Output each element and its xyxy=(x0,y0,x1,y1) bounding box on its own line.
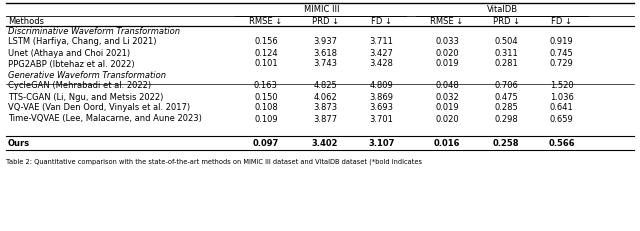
Text: RMSE ↓: RMSE ↓ xyxy=(431,16,463,25)
Text: 3.701: 3.701 xyxy=(369,115,394,124)
Text: 4.062: 4.062 xyxy=(313,92,337,101)
Text: 3.693: 3.693 xyxy=(369,103,394,112)
Text: 3.618: 3.618 xyxy=(313,49,337,58)
Text: 0.019: 0.019 xyxy=(435,60,459,69)
Text: 3.869: 3.869 xyxy=(369,92,394,101)
Text: 0.150: 0.150 xyxy=(254,92,278,101)
Text: 1.520: 1.520 xyxy=(550,82,573,91)
Text: 0.097: 0.097 xyxy=(253,139,279,148)
Text: 3.873: 3.873 xyxy=(313,103,337,112)
Text: MIMIC III: MIMIC III xyxy=(305,4,340,13)
Text: 0.156: 0.156 xyxy=(254,37,278,46)
Text: Table 2: Quantitative comparison with the state-of-the-art methods on MIMIC III : Table 2: Quantitative comparison with th… xyxy=(6,159,422,165)
Text: 0.281: 0.281 xyxy=(494,60,518,69)
Text: 0.311: 0.311 xyxy=(494,49,518,58)
Text: 0.016: 0.016 xyxy=(434,139,460,148)
Text: 0.108: 0.108 xyxy=(254,103,278,112)
Text: 0.298: 0.298 xyxy=(494,115,518,124)
Text: TTS-CGAN (Li, Ngu, and Metsis 2022): TTS-CGAN (Li, Ngu, and Metsis 2022) xyxy=(8,92,163,101)
Text: 0.033: 0.033 xyxy=(435,37,459,46)
Text: CycleGAN (Mehrabadi et al. 2022): CycleGAN (Mehrabadi et al. 2022) xyxy=(8,82,151,91)
Text: 0.101: 0.101 xyxy=(254,60,278,69)
Text: 3.428: 3.428 xyxy=(369,60,394,69)
Text: PPG2ABP (Ibtehaz et al. 2022): PPG2ABP (Ibtehaz et al. 2022) xyxy=(8,60,134,69)
Text: Discriminative Waveform Transformation: Discriminative Waveform Transformation xyxy=(8,27,180,36)
Text: VQ-VAE (Van Den Oord, Vinyals et al. 2017): VQ-VAE (Van Den Oord, Vinyals et al. 201… xyxy=(8,103,190,112)
Text: 0.641: 0.641 xyxy=(550,103,573,112)
Text: 0.729: 0.729 xyxy=(550,60,573,69)
Text: 0.475: 0.475 xyxy=(494,92,518,101)
Text: Unet (Athaya and Choi 2021): Unet (Athaya and Choi 2021) xyxy=(8,49,130,58)
Text: FD ↓: FD ↓ xyxy=(551,16,572,25)
Text: 3.877: 3.877 xyxy=(313,115,337,124)
Text: 3.402: 3.402 xyxy=(312,139,339,148)
Text: LSTM (Harfiya, Chang, and Li 2021): LSTM (Harfiya, Chang, and Li 2021) xyxy=(8,37,156,46)
Text: 0.919: 0.919 xyxy=(550,37,573,46)
Text: 0.048: 0.048 xyxy=(435,82,459,91)
Text: 4.825: 4.825 xyxy=(313,82,337,91)
Text: 0.504: 0.504 xyxy=(495,37,518,46)
Text: 0.020: 0.020 xyxy=(435,49,459,58)
Text: 0.032: 0.032 xyxy=(435,92,459,101)
Text: 0.020: 0.020 xyxy=(435,115,459,124)
Text: RMSE ↓: RMSE ↓ xyxy=(250,16,282,25)
Text: 0.706: 0.706 xyxy=(494,82,518,91)
Text: VitalDB: VitalDB xyxy=(487,4,518,13)
Text: PRD ↓: PRD ↓ xyxy=(312,16,339,25)
Text: 3.427: 3.427 xyxy=(369,49,394,58)
Text: Time-VQVAE (Lee, Malacarne, and Aune 2023): Time-VQVAE (Lee, Malacarne, and Aune 202… xyxy=(8,115,202,124)
Text: 3.937: 3.937 xyxy=(313,37,337,46)
Text: 0.566: 0.566 xyxy=(548,139,575,148)
Text: 4.809: 4.809 xyxy=(369,82,394,91)
Text: 0.285: 0.285 xyxy=(494,103,518,112)
Text: 3.743: 3.743 xyxy=(313,60,337,69)
Text: Ours: Ours xyxy=(8,139,30,148)
Text: 3.711: 3.711 xyxy=(369,37,394,46)
Text: Methods: Methods xyxy=(8,16,44,25)
Text: 1.036: 1.036 xyxy=(550,92,573,101)
Text: 0.109: 0.109 xyxy=(254,115,278,124)
Text: 0.124: 0.124 xyxy=(254,49,278,58)
Text: 3.107: 3.107 xyxy=(368,139,395,148)
Text: Generative Waveform Transformation: Generative Waveform Transformation xyxy=(8,70,166,79)
Text: 0.019: 0.019 xyxy=(435,103,459,112)
Text: 0.258: 0.258 xyxy=(493,139,520,148)
Text: FD ↓: FD ↓ xyxy=(371,16,392,25)
Text: PRD ↓: PRD ↓ xyxy=(493,16,520,25)
Text: 0.163: 0.163 xyxy=(254,82,278,91)
Text: 0.745: 0.745 xyxy=(550,49,573,58)
Text: 0.659: 0.659 xyxy=(550,115,573,124)
